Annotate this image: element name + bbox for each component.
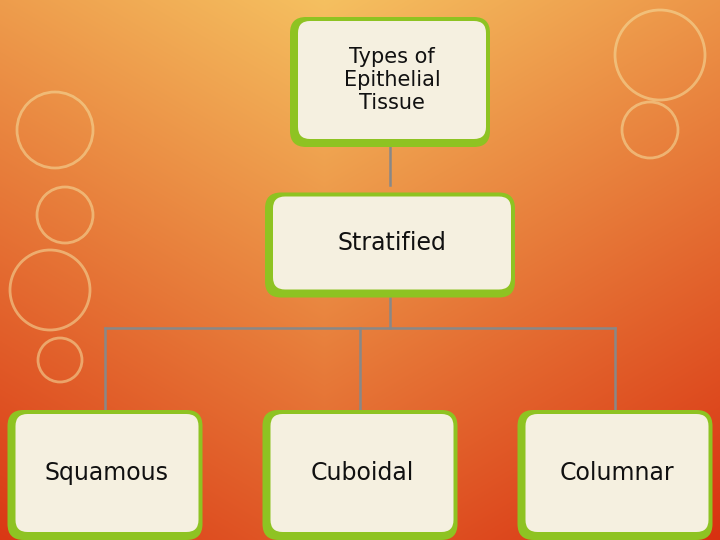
FancyBboxPatch shape	[298, 21, 486, 139]
Text: Cuboidal: Cuboidal	[310, 461, 414, 485]
FancyBboxPatch shape	[265, 192, 515, 298]
FancyBboxPatch shape	[271, 414, 454, 532]
Text: Types of
Epithelial
Tissue: Types of Epithelial Tissue	[343, 47, 441, 113]
Text: Stratified: Stratified	[338, 231, 446, 255]
FancyBboxPatch shape	[7, 410, 202, 540]
FancyBboxPatch shape	[273, 197, 511, 289]
FancyBboxPatch shape	[526, 414, 708, 532]
FancyBboxPatch shape	[263, 410, 457, 540]
FancyBboxPatch shape	[16, 414, 199, 532]
Text: Columnar: Columnar	[559, 461, 675, 485]
FancyBboxPatch shape	[290, 17, 490, 147]
FancyBboxPatch shape	[518, 410, 713, 540]
Text: Squamous: Squamous	[45, 461, 169, 485]
